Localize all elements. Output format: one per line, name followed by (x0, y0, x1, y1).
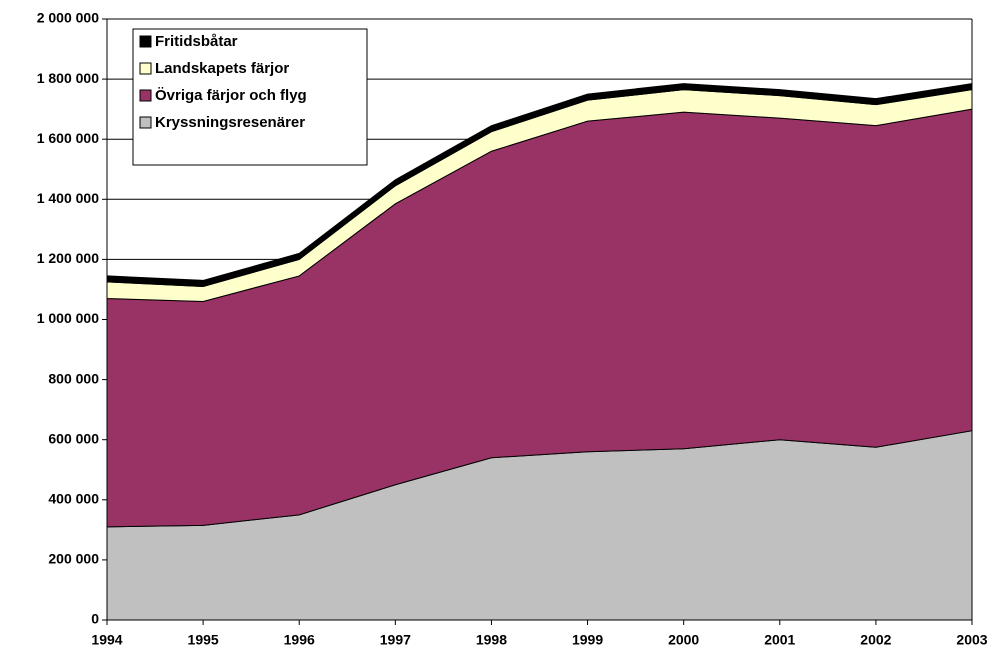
y-tick-label: 800 000 (48, 370, 99, 386)
y-tick-label: 1 800 000 (37, 70, 99, 86)
legend-swatch (139, 62, 152, 75)
legend: Fritidsbåtar Landskapets färjor Övriga fär… (132, 28, 368, 166)
x-tick-label: 1998 (476, 632, 507, 648)
legend-swatch (139, 35, 152, 48)
legend-swatch (139, 116, 152, 129)
y-tick-label: 1 000 000 (37, 310, 99, 326)
y-tick-label: 600 000 (48, 430, 99, 446)
x-tick-label: 2002 (860, 632, 891, 648)
y-tick-label: 0 (91, 611, 99, 627)
legend-label: Övriga färjor och flyg (155, 87, 307, 104)
x-tick-label: 1997 (380, 632, 411, 648)
x-tick-label: 1999 (572, 632, 603, 648)
y-tick-label: 1 400 000 (37, 190, 99, 206)
legend-label: Kryssningsresenärer (155, 114, 305, 131)
y-tick-label: 2 000 000 (37, 10, 99, 26)
x-tick-label: 1995 (188, 632, 219, 648)
y-tick-label: 200 000 (48, 551, 99, 567)
x-tick-label: 2003 (956, 632, 987, 648)
y-tick-label: 1 600 000 (37, 130, 99, 146)
x-tick-label: 1994 (91, 632, 122, 648)
y-tick-label: 1 200 000 (37, 250, 99, 266)
x-tick-label: 2001 (764, 632, 795, 648)
legend-label: Fritidsbåtar (155, 33, 238, 50)
legend-box (132, 28, 368, 166)
y-tick-label: 400 000 (48, 491, 99, 507)
legend-swatch (139, 89, 152, 102)
x-tick-label: 1996 (284, 632, 315, 648)
x-tick-label: 2000 (668, 632, 699, 648)
legend-label: Landskapets färjor (155, 60, 289, 77)
